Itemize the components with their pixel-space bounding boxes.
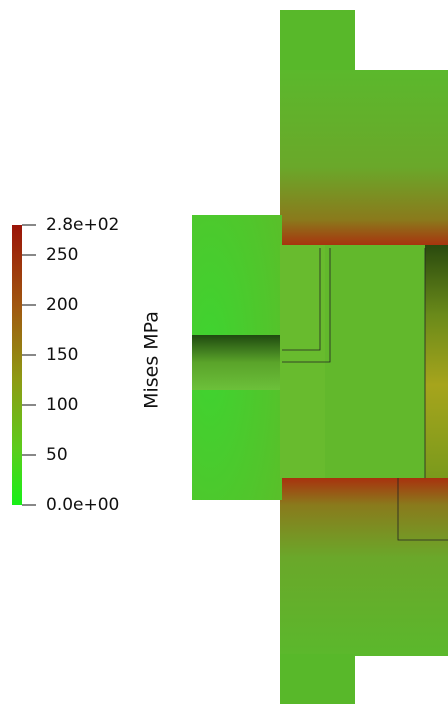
bore [192,335,282,390]
bottom-collar [280,654,355,704]
tick-label: 0.0e+00 [46,495,119,515]
top-flange [280,70,448,246]
tick-label: 150 [46,345,78,365]
colorbar-title: Mises MPa [141,311,163,409]
tick-label: 2.8e+02 [46,215,119,235]
tick-label: 250 [46,245,78,265]
model [192,10,448,704]
tick-label: 100 [46,395,78,415]
bottom-flange [280,478,448,656]
inner-sleeve [425,245,448,478]
ring [280,245,325,478]
page: {"colorbar": {"title": "Mises MPa", "lim… [0,0,448,704]
colorbar: Mises MPa 2.8e+02 250 200 150 100 50 0.0e+00 [12,215,163,515]
colorbar-gradient [12,225,22,505]
viewport: Mises MPa 2.8e+02 250 200 150 100 50 0.0e+00 [0,0,448,704]
tick-label: 50 [46,445,68,465]
top-collar [280,10,355,72]
tick-label: 200 [46,295,78,315]
